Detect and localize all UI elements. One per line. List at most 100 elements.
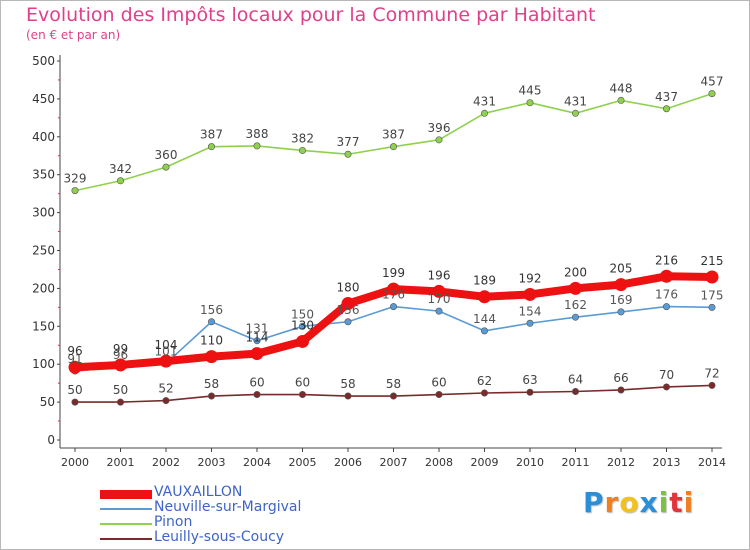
logo-letter: x bbox=[639, 486, 659, 519]
data-label-leuilly-sous-coucy: 58 bbox=[386, 377, 401, 391]
legend-swatch-vauxaillon bbox=[100, 490, 152, 499]
data-label-vauxaillon: 99 bbox=[113, 342, 128, 356]
data-label-pinon: 377 bbox=[337, 135, 360, 149]
data-point-pinon bbox=[708, 90, 716, 98]
data-label-leuilly-sous-coucy: 64 bbox=[568, 372, 583, 386]
data-point-leuilly-sous-coucy bbox=[526, 388, 534, 396]
data-point-pinon bbox=[617, 96, 625, 104]
logo-letter: P bbox=[583, 486, 605, 519]
data-label-neuville-sur-margival: 91 bbox=[67, 352, 82, 366]
data-point-leuilly-sous-coucy bbox=[571, 387, 579, 395]
data-label-neuville-sur-margival: 176 bbox=[382, 288, 405, 302]
data-point-neuville-sur-margival bbox=[571, 313, 579, 321]
data-point-leuilly-sous-coucy bbox=[117, 398, 125, 406]
x-tick-label: 2001 bbox=[107, 456, 135, 469]
data-label-neuville-sur-margival: 96 bbox=[113, 348, 128, 362]
data-point-leuilly-sous-coucy bbox=[435, 391, 443, 399]
data-point-leuilly-sous-coucy bbox=[617, 386, 625, 394]
x-tick-label: 2011 bbox=[562, 456, 590, 469]
data-point-pinon bbox=[253, 142, 261, 150]
data-label-leuilly-sous-coucy: 60 bbox=[431, 376, 446, 390]
legend-item-leuilly-sous-coucy[interactable]: Leuilly-sous-Coucy bbox=[100, 529, 360, 547]
legend-swatch-neuville-sur-margival bbox=[100, 508, 152, 510]
data-label-vauxaillon: 104 bbox=[155, 338, 178, 352]
data-point-neuville-sur-margival bbox=[435, 307, 443, 315]
data-point-leuilly-sous-coucy bbox=[662, 383, 670, 391]
data-label-pinon: 387 bbox=[200, 128, 223, 142]
data-point-pinon bbox=[662, 105, 670, 113]
data-label-neuville-sur-margival: 156 bbox=[337, 303, 360, 317]
data-point-leuilly-sous-coucy bbox=[708, 381, 716, 389]
data-label-leuilly-sous-coucy: 72 bbox=[704, 366, 719, 380]
data-label-vauxaillon: 130 bbox=[291, 318, 314, 332]
data-point-pinon bbox=[162, 163, 170, 171]
data-label-leuilly-sous-coucy: 50 bbox=[113, 383, 128, 397]
x-tick-label: 2008 bbox=[425, 456, 453, 469]
x-tick-label: 2014 bbox=[698, 456, 726, 469]
data-point-vauxaillon bbox=[523, 287, 537, 301]
data-label-leuilly-sous-coucy: 70 bbox=[659, 368, 674, 382]
data-label-vauxaillon: 196 bbox=[428, 268, 451, 282]
logo-letter: o bbox=[619, 486, 640, 519]
data-label-vauxaillon: 215 bbox=[701, 254, 724, 268]
x-tick-label: 2009 bbox=[471, 456, 499, 469]
data-point-neuville-sur-margival bbox=[617, 308, 625, 316]
data-point-pinon bbox=[344, 150, 352, 158]
x-tick-label: 2012 bbox=[607, 456, 635, 469]
data-label-leuilly-sous-coucy: 66 bbox=[613, 371, 628, 385]
x-tick-label: 2004 bbox=[243, 456, 271, 469]
series-line-pinon bbox=[74, 92, 713, 192]
data-point-pinon bbox=[208, 143, 216, 151]
x-tick-label: 2003 bbox=[198, 456, 226, 469]
data-label-pinon: 387 bbox=[382, 128, 405, 142]
y-tick-label: 500 bbox=[32, 54, 55, 68]
y-tick-label: 250 bbox=[32, 244, 55, 258]
data-point-neuville-sur-margival bbox=[389, 303, 397, 311]
data-point-neuville-sur-margival bbox=[480, 327, 488, 335]
legend-label-neuville-sur-margival: Neuville-sur-Margival bbox=[154, 499, 302, 515]
data-point-vauxaillon bbox=[478, 290, 491, 304]
data-label-pinon: 396 bbox=[428, 121, 451, 135]
data-label-vauxaillon: 216 bbox=[655, 253, 678, 267]
data-point-vauxaillon bbox=[660, 269, 673, 283]
legend-label-leuilly-sous-coucy: Leuilly-sous-Coucy bbox=[154, 529, 285, 545]
chart-title: Evolution des Impôts locaux pour la Comm… bbox=[26, 4, 596, 26]
y-tick-label: 100 bbox=[32, 357, 55, 371]
legend-label-pinon: Pinon bbox=[154, 514, 193, 530]
data-point-vauxaillon bbox=[569, 281, 582, 295]
data-point-vauxaillon bbox=[614, 278, 628, 292]
data-label-neuville-sur-margival: 156 bbox=[200, 303, 223, 317]
data-point-neuville-sur-margival bbox=[708, 303, 716, 311]
data-point-leuilly-sous-coucy bbox=[389, 392, 397, 400]
logo-letter: r bbox=[604, 486, 620, 519]
data-label-neuville-sur-margival: 175 bbox=[701, 288, 724, 302]
data-point-neuville-sur-margival bbox=[344, 318, 352, 326]
data-point-pinon bbox=[480, 109, 488, 117]
chart-subtitle: (en € et par an) bbox=[26, 28, 121, 42]
y-tick-label: 0 bbox=[47, 433, 55, 447]
data-label-neuville-sur-margival: 162 bbox=[564, 298, 587, 312]
data-label-neuville-sur-margival: 131 bbox=[246, 322, 269, 336]
legend-item-vauxaillon[interactable]: VAUXAILLON bbox=[100, 484, 360, 502]
x-tick-label: 2010 bbox=[516, 456, 544, 469]
data-label-vauxaillon: 114 bbox=[246, 331, 269, 345]
data-label-leuilly-sous-coucy: 58 bbox=[340, 377, 355, 391]
proxiti-logo: Proxiti bbox=[583, 486, 694, 519]
y-tick-label: 450 bbox=[32, 92, 55, 106]
data-label-leuilly-sous-coucy: 62 bbox=[477, 374, 492, 388]
data-point-leuilly-sous-coucy bbox=[208, 392, 216, 400]
x-tick-label: 2000 bbox=[61, 456, 89, 469]
data-point-pinon bbox=[571, 109, 579, 117]
data-label-pinon: 457 bbox=[701, 75, 724, 89]
data-label-vauxaillon: 205 bbox=[610, 262, 633, 276]
logo-letter: t bbox=[669, 486, 684, 519]
legend-item-pinon[interactable]: Pinon bbox=[100, 514, 360, 532]
y-tick-label: 300 bbox=[32, 206, 55, 220]
data-point-neuville-sur-margival bbox=[662, 303, 670, 311]
data-point-neuville-sur-margival bbox=[208, 318, 216, 326]
data-label-leuilly-sous-coucy: 60 bbox=[249, 376, 264, 390]
data-label-vauxaillon: 192 bbox=[519, 271, 542, 285]
x-tick-label: 2005 bbox=[289, 456, 317, 469]
legend-item-neuville-sur-margival[interactable]: Neuville-sur-Margival bbox=[100, 499, 360, 517]
